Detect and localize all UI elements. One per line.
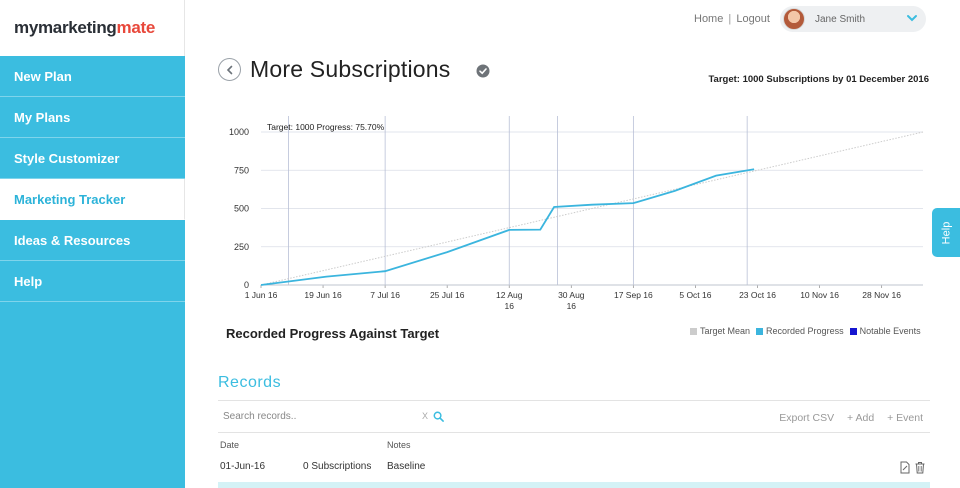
legend-swatch-target-mean [690,327,697,335]
divider [218,432,930,433]
user-name: Jane Smith [815,13,866,25]
progress-annotation: Target: 1000 Progress: 75.70% [267,122,385,132]
y-tick-label: 1000 [229,127,249,137]
trash-icon[interactable] [914,461,926,474]
x-tick-label: 28 Nov 16 [862,290,901,300]
progress-chart: 0 250 500 750 1000 1 Jun 16 19 Jun 16 7 Jul 16 2… [229,116,924,311]
avatar [783,8,805,30]
x-tick-label: 25 Jul 16 [430,290,465,300]
sidebar-item-label: New Plan [14,68,72,84]
x-tick-label: 19 Jun 16 [304,290,342,300]
x-tick-label: 30 Aug 16 [558,290,585,311]
legend-swatch-notable-events [849,327,857,335]
row-actions [899,461,926,474]
records-title: Records [218,374,282,391]
y-tick-label: 500 [234,204,249,214]
x-tick-label: 10 Nov 16 [800,290,839,300]
column-header-date: Date [220,440,240,450]
chart-legend: Target Mean Recorded Progress Notable Ev… [684,326,921,336]
legend-label-notable-events: Notable Events [859,326,921,336]
sidebar-item-label: Ideas & Resources [14,232,131,248]
back-button[interactable] [218,58,241,81]
records-actions: Export CSV + Add + Event [769,412,923,424]
legend-label-recorded-progress: Recorded Progress [766,326,844,336]
divider [218,400,930,401]
sidebar-item-my-plans[interactable]: My Plans [0,97,185,138]
recorded-progress-line [260,168,755,286]
link-separator: | [728,13,732,25]
sidebar-item-ideas-resources[interactable]: Ideas & Resources [0,220,185,261]
sidebar-item-help[interactable]: Help [0,261,185,302]
search-bar: X [218,404,448,428]
x-tick-label: 7 Jul 16 [370,290,400,300]
row-value: 0 Subscriptions [303,461,372,472]
x-tick-label: 23 Oct 16 [739,290,776,300]
brand-logo[interactable]: mymarketing mate [0,0,185,56]
sidebar-item-label: Help [14,273,43,289]
sidebar-item-label: My Plans [14,109,71,125]
target-mean-line [260,131,924,286]
sidebar: mymarketing mate New Plan My Plans Style … [0,0,185,488]
y-tick-label: 750 [234,165,249,175]
sidebar-item-label: Marketing Tracker [14,191,126,207]
export-csv-button[interactable]: Export CSV [779,412,835,424]
column-header-notes: Notes [387,440,411,450]
y-tick-label: 0 [244,280,249,290]
clear-search-button[interactable]: X [422,411,429,421]
sidebar-item-style-customizer[interactable]: Style Customizer [0,138,185,179]
help-tab-label: Help [940,221,952,244]
edit-document-icon[interactable] [899,461,911,474]
x-tick-label: 17 Sep 16 [614,290,653,300]
sidebar-item-label: Style Customizer [14,150,120,166]
page-title: More Subscriptions [250,56,451,82]
sidebar-item-new-plan[interactable]: New Plan [0,56,185,97]
top-links: Home | Logout [694,13,770,25]
chevron-down-icon [907,15,917,22]
chevron-left-icon [226,65,232,74]
target-summary: Target: 1000 Subscriptions by 01 Decembe… [708,74,929,85]
table-row-next [218,482,930,488]
chart-caption: Recorded Progress Against Target [226,326,440,341]
x-tick-label: 5 Oct 16 [679,290,711,300]
x-tick-label: 1 Jun 16 [245,290,278,300]
brand-logo-part1: mymarketing [14,18,117,37]
row-notes: Baseline [387,461,426,472]
help-tab[interactable]: Help [932,208,960,257]
search-icon[interactable] [433,411,444,422]
verified-check-icon [476,64,490,78]
x-tick-label: 12 Aug 16 [496,290,523,311]
brand-logo-part2: mate [116,18,156,37]
row-date: 01-Jun-16 [220,461,266,472]
user-menu[interactable]: Jane Smith [780,6,926,32]
add-record-button[interactable]: + Add [847,412,875,424]
home-link[interactable]: Home [694,13,724,25]
legend-swatch-recorded-progress [756,327,764,335]
logout-link[interactable]: Logout [736,13,770,25]
y-tick-label: 250 [234,242,249,252]
add-event-button[interactable]: + Event [887,412,923,424]
sidebar-item-marketing-tracker[interactable]: Marketing Tracker [0,179,185,220]
legend-label-target-mean: Target Mean [700,326,751,336]
search-input[interactable] [218,410,418,422]
